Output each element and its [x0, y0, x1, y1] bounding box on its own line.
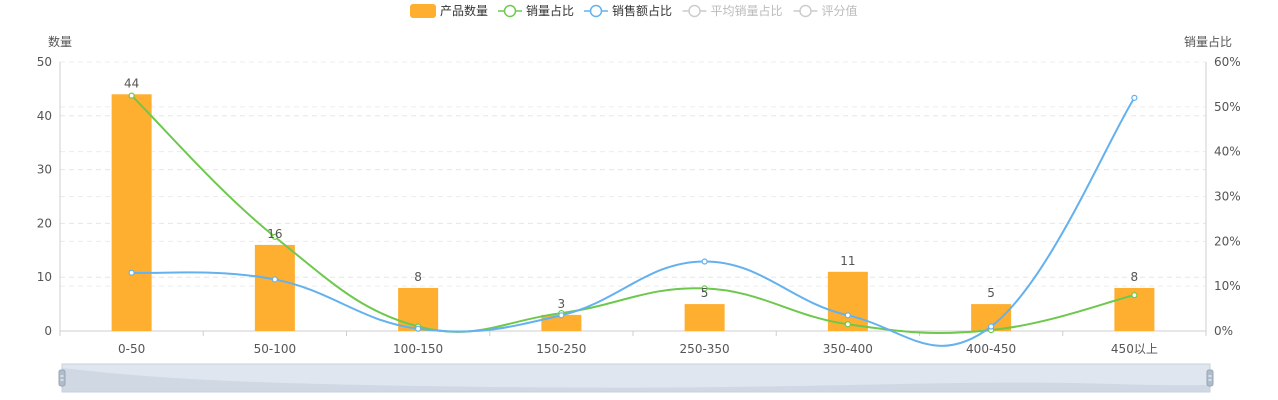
line-series: [128, 92, 1138, 347]
x-tick-label: 50-100: [254, 342, 297, 356]
handle-grip[interactable]: [58, 369, 66, 387]
bar-0-50[interactable]: [111, 94, 152, 331]
legend-item-产品数量[interactable]: 产品数量: [410, 3, 488, 18]
bar-value-label: 5: [701, 286, 709, 300]
legend-circle-icon: [688, 4, 701, 18]
x-tick-label: 0-50: [118, 342, 145, 356]
datazoom-handle[interactable]: [58, 369, 66, 387]
y-right-tick-label: 40%: [1214, 145, 1241, 159]
x-tick-label: 250-350: [680, 342, 730, 356]
y-right-tick-label: 20%: [1214, 234, 1241, 248]
bar-series: [111, 94, 1155, 331]
legend: 产品数量 销量占比 销售额占比 平均销量占比 评分值: [410, 3, 858, 18]
legend-circle-icon: [503, 4, 517, 18]
bar-value-label: 8: [1131, 270, 1139, 284]
line-point[interactable]: [1131, 292, 1138, 299]
y-right-tick-label: 10%: [1214, 279, 1241, 293]
line-point[interactable]: [271, 276, 278, 283]
line-point[interactable]: [415, 325, 422, 332]
bar-150-250[interactable]: [541, 314, 582, 331]
x-tick-label: 450以上: [1111, 342, 1158, 356]
right-axis-title: 销量占比: [1184, 34, 1232, 49]
handle-grip[interactable]: [1206, 369, 1214, 387]
line-point[interactable]: [701, 258, 708, 265]
datazoom-slider[interactable]: [58, 363, 1214, 393]
x-tick-label: 400-450: [966, 342, 1016, 356]
bar-250-350[interactable]: [684, 304, 725, 331]
line-point[interactable]: [988, 323, 995, 330]
legend-circle-icon: [799, 4, 812, 18]
line-point[interactable]: [128, 269, 135, 276]
data-labels: 44 16 8 3 5 11 5 8: [124, 76, 1138, 311]
legend-label: 产品数量: [440, 3, 488, 18]
legend-item-平均销量占比[interactable]: 平均销量占比: [682, 3, 783, 18]
y-left-tick-label: 0: [44, 324, 52, 338]
legend-label: 平均销量占比: [711, 3, 783, 18]
y-left-tick-label: 30: [37, 163, 52, 177]
line-point[interactable]: [128, 92, 135, 99]
y-right-tick-label: 0%: [1214, 324, 1233, 338]
y-right-tick-label: 50%: [1214, 100, 1241, 114]
legend-item-评分值[interactable]: 评分值: [793, 3, 858, 18]
datazoom-preview-area: [62, 368, 1210, 392]
x-tick-label: 100-150: [393, 342, 443, 356]
legend-item-销售额占比[interactable]: 销售额占比: [584, 3, 672, 18]
y-right-tick-label: 30%: [1214, 190, 1241, 204]
line-point[interactable]: [844, 312, 851, 319]
y-left-tick-label: 10: [37, 270, 52, 284]
y-left-tick-label: 20: [37, 216, 52, 230]
y-left-tick-label: 40: [37, 109, 52, 123]
legend-item-销量占比[interactable]: 销量占比: [498, 3, 574, 18]
line-point[interactable]: [1131, 94, 1138, 101]
bar-50-100[interactable]: [254, 244, 295, 331]
left-axis-title: 数量: [48, 34, 72, 49]
bar-value-label: 16: [267, 227, 282, 241]
datazoom-handle[interactable]: [1206, 369, 1214, 387]
line-point[interactable]: [271, 233, 278, 240]
line-point[interactable]: [558, 312, 565, 319]
line-point[interactable]: [844, 321, 851, 328]
axes: 0-50 50-100 100-150 150-250 250-350 350-400 40…: [37, 55, 1241, 356]
bar-value-label: 44: [124, 76, 139, 90]
legend-label: 销量占比: [526, 3, 574, 18]
bar-value-label: 11: [840, 254, 855, 268]
legend-circle-icon: [589, 4, 603, 18]
legend-label: 评分值: [822, 3, 858, 18]
legend-label: 销售额占比: [612, 3, 672, 18]
bar-value-label: 3: [558, 297, 566, 311]
legend-bar-icon: [410, 4, 436, 18]
x-tick-label: 150-250: [536, 342, 586, 356]
bar-value-label: 8: [414, 270, 422, 284]
grid-lines: [60, 61, 1206, 287]
line-point[interactable]: [701, 285, 708, 292]
y-left-tick-label: 50: [37, 55, 52, 69]
x-tick-label: 350-400: [823, 342, 873, 356]
bar-value-label: 5: [987, 286, 995, 300]
y-right-tick-label: 60%: [1214, 55, 1241, 69]
